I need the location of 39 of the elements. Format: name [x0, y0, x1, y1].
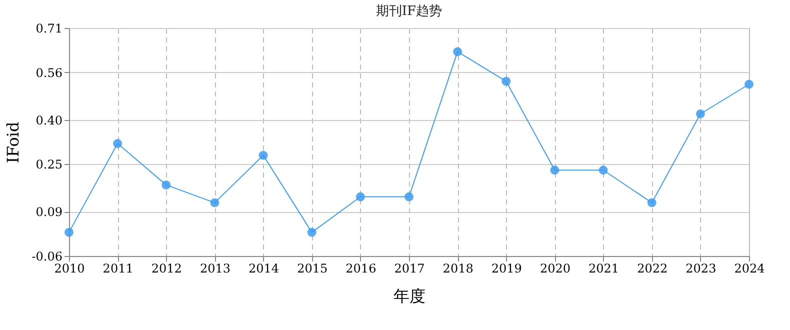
y-tick-label: 0.40 — [36, 113, 62, 128]
point — [162, 180, 171, 190]
x-tick-label: 2023 — [686, 262, 716, 276]
x-tick-label: 2010 — [54, 262, 85, 276]
point — [598, 166, 608, 175]
point — [647, 198, 656, 208]
y-tick-label: 0.71 — [36, 22, 62, 36]
y-tick-label: 0.25 — [36, 158, 62, 172]
point — [404, 192, 414, 202]
x-tick-label: 2017 — [394, 262, 425, 276]
chart-title: 期刊IF趋势 — [376, 4, 442, 19]
point — [696, 109, 705, 118]
point — [258, 150, 268, 160]
y-tick-label: 0.56 — [36, 66, 62, 80]
x-tick-label: 2011 — [102, 262, 134, 276]
point — [356, 192, 365, 202]
point — [113, 139, 122, 148]
x-tick-label: 2015 — [297, 262, 328, 276]
point — [64, 228, 74, 237]
x-tick-label: 2016 — [346, 262, 376, 276]
x-tick-label: 2014 — [248, 262, 280, 276]
x-tick-label: 2012 — [151, 262, 182, 276]
x-tick-label: 2018 — [442, 262, 474, 276]
y-tick-label: 0.09 — [36, 205, 62, 220]
y-axis-title: IFoid — [4, 122, 23, 164]
x-tick-label: 2019 — [491, 262, 522, 276]
point — [502, 76, 511, 86]
point — [307, 228, 316, 237]
point — [210, 198, 220, 208]
x-tick-label: 2024 — [734, 262, 766, 276]
point — [453, 47, 462, 56]
point — [744, 80, 754, 89]
x-tick-label: 2022 — [637, 262, 668, 276]
point — [550, 166, 560, 175]
x-tick-label: 2020 — [540, 262, 570, 276]
x-tick-label: 2021 — [588, 262, 620, 276]
y-tick-label: -0.06 — [32, 250, 62, 264]
x-axis-title: 年度 — [394, 286, 426, 306]
x-tick-label: 2013 — [200, 262, 230, 276]
